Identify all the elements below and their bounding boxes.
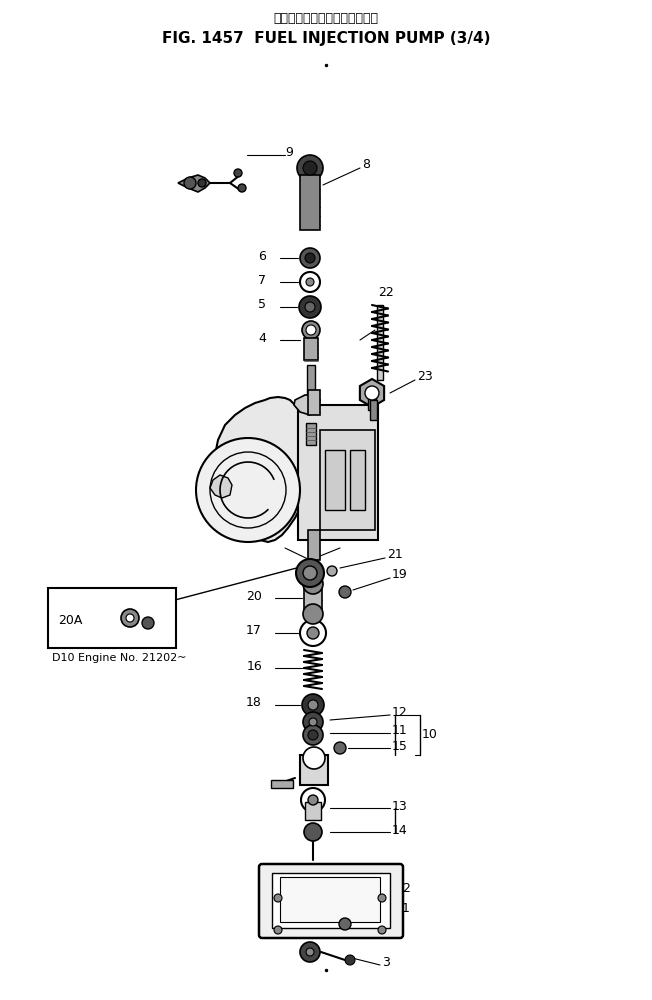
Bar: [305, 802, 321, 820]
Text: 14: 14: [392, 824, 408, 836]
Text: 20: 20: [246, 589, 262, 602]
Circle shape: [196, 438, 300, 542]
Circle shape: [198, 179, 206, 187]
Bar: [298, 405, 378, 540]
Circle shape: [308, 795, 318, 805]
Circle shape: [303, 161, 317, 175]
Text: 8: 8: [362, 158, 370, 172]
Polygon shape: [360, 379, 384, 407]
Circle shape: [300, 272, 320, 292]
Text: 17: 17: [246, 624, 262, 638]
Circle shape: [300, 620, 326, 646]
Circle shape: [303, 712, 323, 732]
Text: D10 Engine No. 21202~: D10 Engine No. 21202~: [52, 653, 186, 663]
Circle shape: [301, 788, 325, 812]
Circle shape: [234, 169, 242, 177]
Circle shape: [309, 718, 317, 726]
Circle shape: [339, 918, 351, 930]
Circle shape: [307, 627, 319, 639]
Bar: [300, 755, 328, 785]
Circle shape: [297, 155, 323, 181]
Text: 15: 15: [392, 740, 408, 752]
Text: 3: 3: [382, 956, 390, 970]
Bar: [300, 175, 320, 230]
Circle shape: [308, 700, 318, 710]
Circle shape: [339, 586, 351, 598]
Circle shape: [300, 248, 320, 268]
Bar: [320, 430, 375, 530]
Bar: [308, 390, 320, 415]
Circle shape: [327, 566, 337, 576]
Circle shape: [345, 955, 355, 965]
Text: 4: 4: [258, 332, 266, 344]
Circle shape: [378, 894, 386, 902]
Text: 9: 9: [285, 145, 293, 158]
Text: 12: 12: [392, 706, 408, 720]
Text: 5: 5: [258, 298, 266, 312]
Text: 10: 10: [422, 728, 438, 742]
Bar: [307, 365, 315, 395]
Circle shape: [305, 302, 315, 312]
Circle shape: [303, 747, 325, 769]
Circle shape: [142, 617, 154, 629]
Text: 13: 13: [392, 800, 408, 812]
Bar: [271, 780, 293, 788]
Bar: [304, 338, 318, 360]
Text: 2: 2: [402, 882, 410, 894]
Circle shape: [303, 574, 323, 594]
Polygon shape: [210, 397, 312, 542]
Bar: [308, 530, 320, 560]
Circle shape: [306, 278, 314, 286]
Text: 18: 18: [246, 696, 262, 710]
Circle shape: [184, 177, 196, 189]
Circle shape: [300, 942, 320, 962]
Polygon shape: [210, 475, 232, 498]
Circle shape: [302, 321, 320, 339]
Text: 23: 23: [417, 370, 433, 383]
Text: 7: 7: [258, 273, 266, 286]
Circle shape: [296, 559, 324, 587]
Circle shape: [238, 184, 246, 192]
Circle shape: [121, 609, 139, 627]
Circle shape: [308, 730, 318, 740]
Text: 21: 21: [387, 548, 403, 562]
Circle shape: [334, 742, 346, 754]
Bar: [350, 450, 365, 510]
Bar: [368, 395, 376, 410]
Circle shape: [306, 948, 314, 956]
Circle shape: [305, 253, 315, 263]
Bar: [280, 877, 380, 922]
Circle shape: [126, 614, 134, 622]
Circle shape: [378, 926, 386, 934]
Circle shape: [302, 694, 324, 716]
Bar: [306, 423, 316, 445]
Text: フェルインジェクションポンプ: フェルインジェクションポンプ: [273, 11, 379, 24]
Text: 1: 1: [402, 902, 410, 914]
Bar: [370, 400, 377, 420]
Circle shape: [304, 823, 322, 841]
Text: 19: 19: [392, 568, 408, 582]
Circle shape: [365, 386, 379, 400]
Circle shape: [303, 604, 323, 624]
Bar: [272, 873, 390, 928]
Circle shape: [299, 296, 321, 318]
Text: 6: 6: [258, 249, 266, 262]
Bar: [48, 588, 176, 648]
Circle shape: [303, 566, 317, 580]
Polygon shape: [294, 395, 320, 415]
Bar: [304, 586, 322, 612]
FancyBboxPatch shape: [259, 864, 403, 938]
Polygon shape: [178, 175, 210, 192]
Circle shape: [274, 926, 282, 934]
Circle shape: [274, 894, 282, 902]
Circle shape: [303, 725, 323, 745]
Text: FIG. 1457  FUEL INJECTION PUMP (3/4): FIG. 1457 FUEL INJECTION PUMP (3/4): [162, 30, 490, 45]
Text: 16: 16: [246, 660, 262, 672]
Text: 11: 11: [392, 724, 408, 738]
Text: 20A: 20A: [58, 613, 82, 626]
Text: 22: 22: [378, 286, 394, 298]
Bar: [325, 450, 345, 510]
Bar: [377, 305, 383, 380]
Circle shape: [306, 325, 316, 335]
